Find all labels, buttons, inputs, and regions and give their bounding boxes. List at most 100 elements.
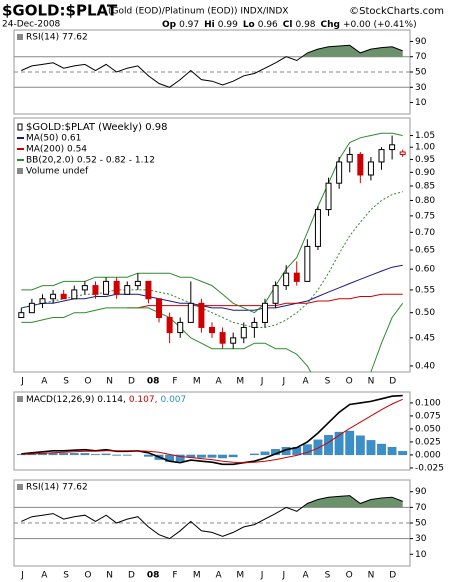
quote-label: Op <box>162 20 177 30</box>
x-tick-label: O <box>346 377 353 387</box>
histogram-bar <box>366 440 376 456</box>
ma-line <box>21 264 403 311</box>
histogram-bar <box>398 451 408 456</box>
candle-body <box>39 298 46 304</box>
x-tick-label: S <box>325 571 331 581</box>
candle-body <box>367 161 374 176</box>
quote-label: Cl <box>283 20 293 30</box>
legend-icon <box>17 123 23 131</box>
y-tick-label: -0.025 <box>415 463 444 473</box>
histogram-bar <box>101 453 111 456</box>
candle-body <box>50 293 57 300</box>
candle-body <box>198 302 205 328</box>
candle-body <box>156 298 163 319</box>
x-tick-label: F <box>172 377 177 387</box>
y-tick-label: 0.95 <box>415 155 435 165</box>
legend-icon <box>17 484 23 490</box>
quote-label: Hi <box>204 20 215 30</box>
chart-title: $GOLD:$PLAT <box>2 2 118 20</box>
panel: 0.100 0.075 0.050 0.025 0.000 -0.025 MACD(12,2… <box>13 391 444 473</box>
candle-body <box>124 285 131 295</box>
panel: 90 70 50 30 10 J A S O N D 08 F M A M J J A S O N D RSI(14) 77.… <box>13 479 427 581</box>
histogram-bar <box>91 454 100 456</box>
candle-body <box>304 245 311 282</box>
histogram-bar <box>228 454 238 458</box>
quote-label: Chg <box>321 20 340 30</box>
candle-body <box>389 144 396 151</box>
candle-body <box>81 285 88 291</box>
histogram-bar <box>80 453 90 456</box>
candle-body <box>92 285 99 295</box>
y-tick-label: 0.90 <box>415 168 435 178</box>
candle-body <box>293 272 300 282</box>
y-tick-label: 0.100 <box>415 398 441 408</box>
y-tick-label: 0.75 <box>415 211 435 221</box>
x-tick-label: J <box>260 377 264 387</box>
legend-part: 0.007 <box>160 395 186 405</box>
candle-body <box>230 337 237 344</box>
x-tick-label: A <box>41 377 48 387</box>
legend-icon <box>17 168 23 174</box>
y-tick-label: 0.80 <box>415 196 435 206</box>
rsi-line <box>21 495 403 540</box>
x-tick-label: M <box>236 571 244 581</box>
y-tick-label: 70 <box>415 503 427 513</box>
candle-body <box>219 332 226 344</box>
chart-subtitle: (Gold (EOD)/Platinum (EOD)) INDX/INDX <box>108 7 288 17</box>
histogram-bar <box>59 453 69 456</box>
candle-body <box>28 302 35 314</box>
plot-area <box>18 132 406 372</box>
y-tick-label: 0.85 <box>415 181 435 191</box>
y-tick-label: 0.40 <box>415 361 435 371</box>
y-tick-label: 70 <box>415 52 427 62</box>
histogram-bar <box>324 435 333 456</box>
x-tick-label: S <box>63 571 69 581</box>
candle-body <box>272 285 279 304</box>
legend-icon <box>17 34 23 40</box>
y-tick-label: 90 <box>415 487 427 497</box>
legend-label: Volume undef <box>26 167 89 177</box>
histogram-bar <box>345 430 355 456</box>
histogram-bar <box>387 446 397 456</box>
candle-body <box>261 302 268 323</box>
x-tick-label: A <box>303 571 310 581</box>
panel-label: RSI(14) 77.62 <box>26 483 88 493</box>
plot-area <box>14 495 410 540</box>
y-tick-label: 0.000 <box>415 450 441 460</box>
x-tick-label: 08 <box>147 377 160 387</box>
x-tick-label: J <box>282 377 286 387</box>
x-tick-label: D <box>389 571 396 581</box>
histogram-bar <box>302 444 312 456</box>
signal-line <box>21 398 403 464</box>
y-tick-label: 10 <box>415 98 427 108</box>
x-tick-label: O <box>346 571 353 581</box>
histogram-bar <box>144 454 153 457</box>
y-tick-label: 0.075 <box>415 411 441 421</box>
x-tick-label: M <box>193 377 201 387</box>
candle-body <box>283 272 290 287</box>
date: 24-Dec-2008 <box>2 20 61 30</box>
y-tick-label: 1.05 <box>415 131 435 141</box>
histogram-bar <box>112 454 122 456</box>
histogram-bar <box>122 454 132 456</box>
quote-value: +0.00 (+0.41%) <box>343 20 417 30</box>
candle-body <box>378 149 385 163</box>
candle-body <box>177 321 184 334</box>
quote-value: 0.99 <box>218 20 238 30</box>
x-tick-label: D <box>128 571 135 581</box>
x-tick-label: A <box>215 377 222 387</box>
histogram-bar <box>260 451 270 456</box>
y-tick-label: 0.50 <box>415 308 435 318</box>
y-tick-label: 0.70 <box>415 228 435 238</box>
candle-body <box>325 182 332 211</box>
y-tick-label: 10 <box>415 550 427 560</box>
y-tick-label: 0.65 <box>415 246 435 256</box>
x-tick-label: N <box>368 571 375 581</box>
x-tick-label: D <box>389 377 396 387</box>
y-tick-label: 30 <box>415 534 427 544</box>
x-tick-label: J <box>20 377 24 387</box>
rsi-fill <box>302 495 403 508</box>
x-tick-label: N <box>106 377 113 387</box>
y-tick-label: 0.050 <box>415 424 441 434</box>
